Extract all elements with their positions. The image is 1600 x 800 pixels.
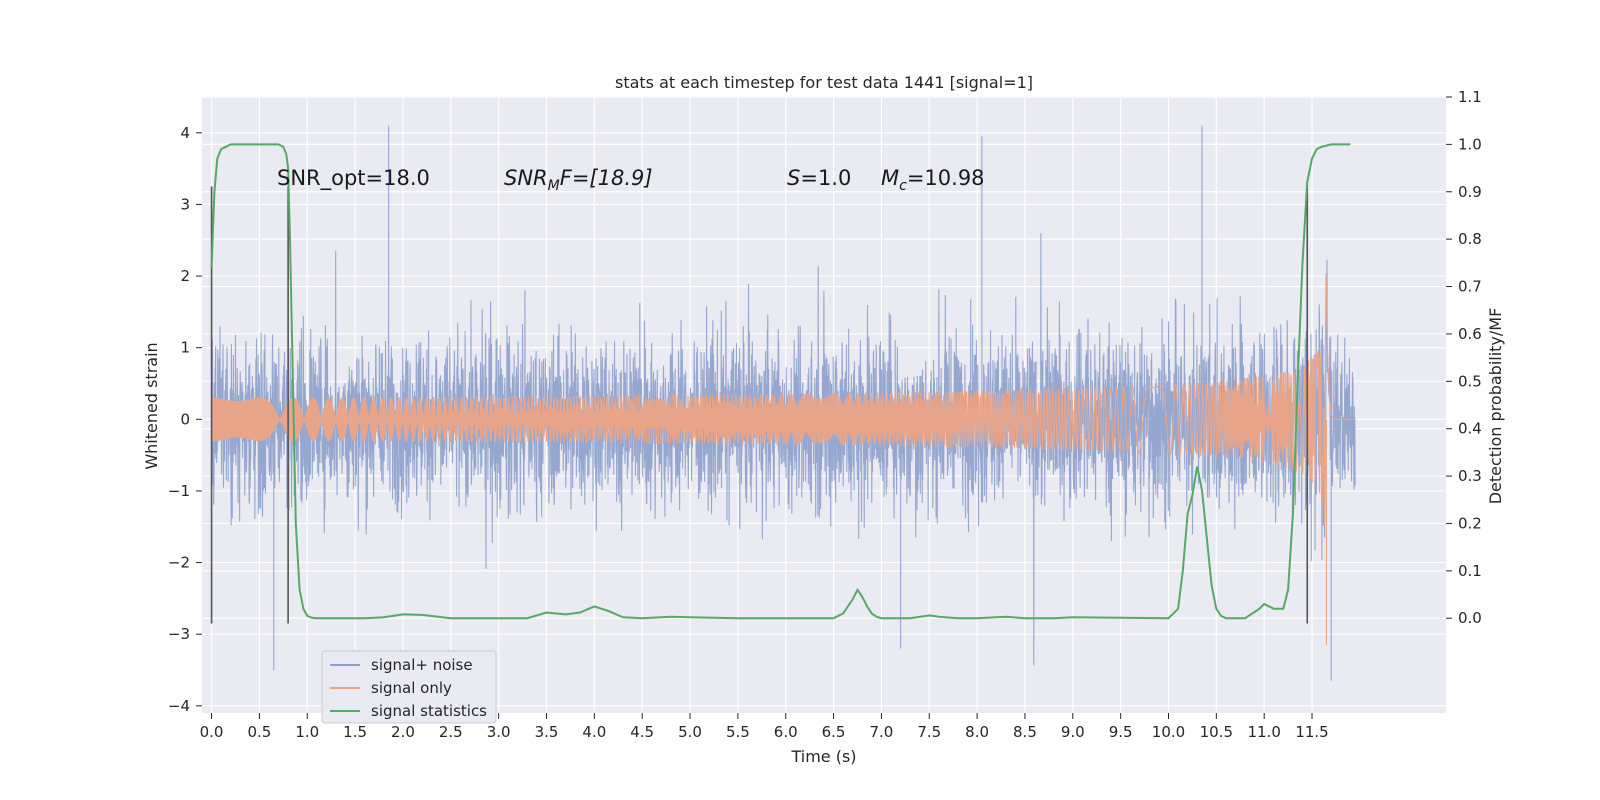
y-axis-right-ticks: 1.1 1.0 0.9 0.8 0.7 0.6 0.5 0.4 0.3 0.2 0.1 0.0	[1446, 88, 1482, 627]
annotation-value: =10.98	[907, 166, 985, 190]
annotation-snr-mf: SNRMF=[18.9]	[504, 166, 653, 194]
x-tick-label: 8.5	[1013, 723, 1037, 741]
annotation-base: S	[787, 166, 800, 190]
y-tick-label: −4	[168, 697, 190, 715]
x-tick-label: 6.5	[822, 723, 846, 741]
y-tick-label: −1	[168, 482, 190, 500]
annotation-subscript: c	[899, 178, 907, 194]
y-right-tick-label: 0.8	[1458, 230, 1482, 248]
y-tick-label: −3	[168, 625, 190, 643]
y-tick-label: 0	[180, 410, 190, 428]
x-tick-label: 4.5	[630, 723, 654, 741]
x-tick-label: 0.5	[247, 723, 271, 741]
y-right-tick-label: 0.3	[1458, 467, 1482, 485]
x-tick-label: 1.0	[295, 723, 319, 741]
annotation-subscript: M	[548, 178, 560, 194]
x-tick-label: 3.0	[487, 723, 511, 741]
x-tick-label: 10.5	[1200, 723, 1233, 741]
series-signal-only	[211, 274, 1356, 645]
y-right-tick-label: 0.6	[1458, 325, 1482, 343]
x-tick-label: 11.5	[1295, 723, 1328, 741]
y-right-tick-label: 1.0	[1458, 135, 1482, 153]
x-tick-label: 7.0	[869, 723, 893, 741]
y-tick-label: 1	[180, 339, 190, 357]
y-tick-label: 3	[180, 195, 190, 213]
annotation-base: SNR	[504, 166, 548, 190]
y-tick-label: 4	[180, 124, 190, 142]
signal-only-line	[211, 274, 1356, 645]
annotation-value: =1.0	[800, 166, 851, 190]
annotation-mc: Mc=10.98	[881, 166, 985, 194]
y-tick-label: −2	[168, 554, 190, 572]
annotation-base: SNR_opt=18.0	[277, 166, 430, 191]
x-tick-label: 10.0	[1152, 723, 1185, 741]
x-tick-label: 4.0	[582, 723, 606, 741]
y-right-tick-label: 0.4	[1458, 420, 1482, 438]
y-axis-right-label: Detection probability/MF	[1486, 308, 1505, 505]
y-axis-label: Whitened strain	[142, 342, 161, 469]
x-tick-label: 2.0	[391, 723, 415, 741]
annotation-value: F=[18.9]	[560, 166, 653, 190]
x-tick-label: 3.5	[535, 723, 559, 741]
x-axis-ticks: 0.0 0.5 1.0 1.5 2.0 2.5 3.0 3.5 4.0 4.5 5.0 5.5 6.0 6…	[200, 713, 1329, 741]
series-signal-statistics	[210, 143, 1351, 620]
legend-box	[321, 650, 497, 724]
y-right-tick-label: 1.1	[1458, 88, 1482, 106]
annotation-s: S=1.0	[787, 166, 851, 190]
y-right-tick-label: 0.2	[1458, 514, 1482, 532]
legend: signal+ noise signal only signal statistic…	[321, 650, 497, 724]
annotation-snr-opt: SNR_opt=18.0	[277, 166, 430, 191]
y-tick-label: 2	[180, 267, 190, 285]
y-right-tick-label: 0.5	[1458, 372, 1482, 390]
x-tick-label: 5.5	[726, 723, 750, 741]
signal-statistics-line	[210, 143, 1351, 620]
x-tick-label: 1.5	[343, 723, 367, 741]
x-tick-label: 9.5	[1109, 723, 1133, 741]
x-tick-label: 2.5	[439, 723, 463, 741]
x-tick-label: 11.0	[1247, 723, 1280, 741]
chart-title: stats at each timestep for test data 144…	[615, 73, 1033, 92]
y-axis-ticks: 4 3 2 1 0 −1 −2 −3 −4	[168, 124, 202, 715]
x-tick-label: 6.0	[774, 723, 798, 741]
legend-label: signal+ noise	[371, 656, 473, 674]
x-tick-label: 8.0	[965, 723, 989, 741]
legend-label: signal only	[371, 679, 452, 697]
annotation-base: M	[881, 166, 899, 190]
x-tick-label: 9.0	[1061, 723, 1085, 741]
x-tick-label: 7.5	[917, 723, 941, 741]
y-right-tick-label: 0.1	[1458, 562, 1482, 580]
y-right-tick-label: 0.9	[1458, 183, 1482, 201]
y-right-tick-label: 0.7	[1458, 278, 1482, 296]
x-tick-label: 5.0	[678, 723, 702, 741]
y-right-tick-label: 0.0	[1458, 609, 1482, 627]
x-axis-label: Time (s)	[790, 747, 856, 766]
legend-label: signal statistics	[371, 702, 487, 720]
x-tick-label: 0.0	[200, 723, 224, 741]
